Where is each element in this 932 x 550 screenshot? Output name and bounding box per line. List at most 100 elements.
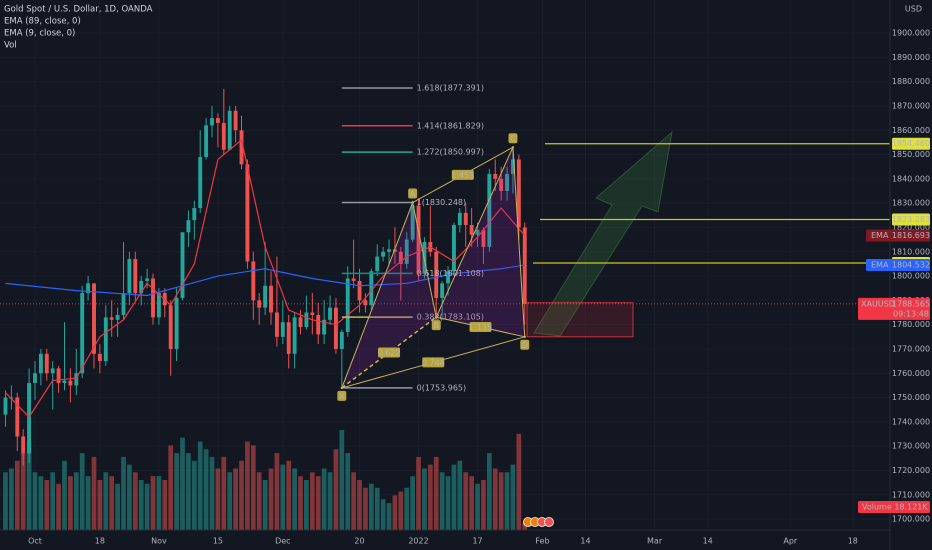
candle-body [180,232,185,298]
x-tick-label: Apr [783,537,798,546]
candle-body [505,173,509,192]
target-zone [526,302,634,338]
point-label: D [522,341,528,350]
volume-tag-name: Volume [862,503,892,512]
point-box [520,339,530,350]
pattern-point [523,335,526,339]
candle-body [387,249,391,252]
legend-volume: Vol [4,41,17,51]
volume-bar [475,483,480,530]
volume-bar [20,453,26,530]
volume-bar [510,464,516,530]
candle-body [133,259,138,294]
volume-tag [858,501,930,513]
volume-bar [309,472,315,530]
candle-body [227,110,232,150]
volume-bar [481,480,486,530]
candle-body [493,173,498,179]
candle-body [310,312,315,315]
volume-bar [516,433,522,530]
volume-bar [304,480,309,530]
x-tick-label: 14 [580,537,590,546]
volume-bar [38,476,44,530]
volume-bar [339,430,345,530]
point-box [337,390,347,401]
y-tick-label: 1750.000 [892,393,930,402]
level-tag-text: 1823.283 [892,215,930,224]
x-tick-label: Dec [275,537,290,546]
volume-bar [197,441,203,530]
candle-body [215,118,220,123]
candle-body [109,317,114,320]
fib-label: 1(1830.248) [417,198,467,207]
candle-body [392,249,397,252]
candle-body [351,278,356,281]
candle-body [463,212,468,226]
ema-line [5,138,526,418]
volume-tag-value: 18.121K [894,503,928,512]
candle-body [516,159,521,228]
volume-bar [3,472,8,530]
fib-label: 0.618(1801.108) [417,269,484,278]
candle-body [251,261,256,301]
candle-body [440,283,445,298]
volume-bar [298,476,303,530]
volume-bar [9,468,14,530]
candle-body [44,353,49,374]
pattern-line [341,202,414,389]
last-price: 1788.565 [892,299,930,308]
candle-body [156,293,161,318]
volume-bar [451,464,457,530]
volume-bar [250,445,256,530]
level-tag-text: 1854.460 [892,139,930,148]
ratio-label: 1.453 [451,171,474,180]
candle-body [186,220,191,233]
candle-body [410,205,415,240]
point-label: B [433,321,439,330]
volume-bar [203,449,209,530]
candle-body [328,307,332,320]
y-tick-label: 1760.000 [892,369,930,378]
candle-body [233,110,238,131]
x-tick-label: 2022 [408,537,428,546]
level-tag [892,213,930,226]
candle-body [210,118,214,126]
candle-body [304,312,309,328]
candle-body [475,229,480,235]
candle-body [510,159,515,174]
volume-bar [97,480,103,530]
volume-bar [62,460,67,530]
ema-tag [866,229,930,242]
x-tick-label: Oct [28,537,42,546]
volume-bar [156,476,162,530]
volume-bar [14,460,20,530]
pattern-line [412,202,437,318]
volume-bar [186,453,191,530]
volume-bar [73,472,79,530]
candle-body [280,322,285,337]
candle-body [416,205,421,274]
candle-body [269,285,273,313]
ema-tag-value: 1804.532 [892,261,930,270]
volume-bar [233,468,238,530]
volume-bar [486,453,492,530]
volume-bar [410,476,415,530]
volume-bar [50,472,56,530]
y-tick-label: 1820.000 [892,223,930,232]
point-label: C [510,134,516,143]
candle-body [469,225,474,235]
y-tick-label: 1700.000 [892,515,930,524]
candle-body [263,285,268,308]
fib-label: 0(1753.965) [417,383,467,392]
y-tick-label: 1780.000 [892,320,930,329]
volume-bar [380,499,386,530]
fib-label: 1.272(1850.997) [417,148,484,157]
price-tag [858,297,930,320]
volume-bar [26,441,32,530]
x-tick-label: Feb [535,537,549,546]
candle-body [86,283,91,294]
countdown: 09:13:48 [893,309,929,318]
plot-area: 1.618(1877.391) 1.414(1861.829) 1.272(1850… [0,83,890,530]
volume-bar [292,468,297,530]
